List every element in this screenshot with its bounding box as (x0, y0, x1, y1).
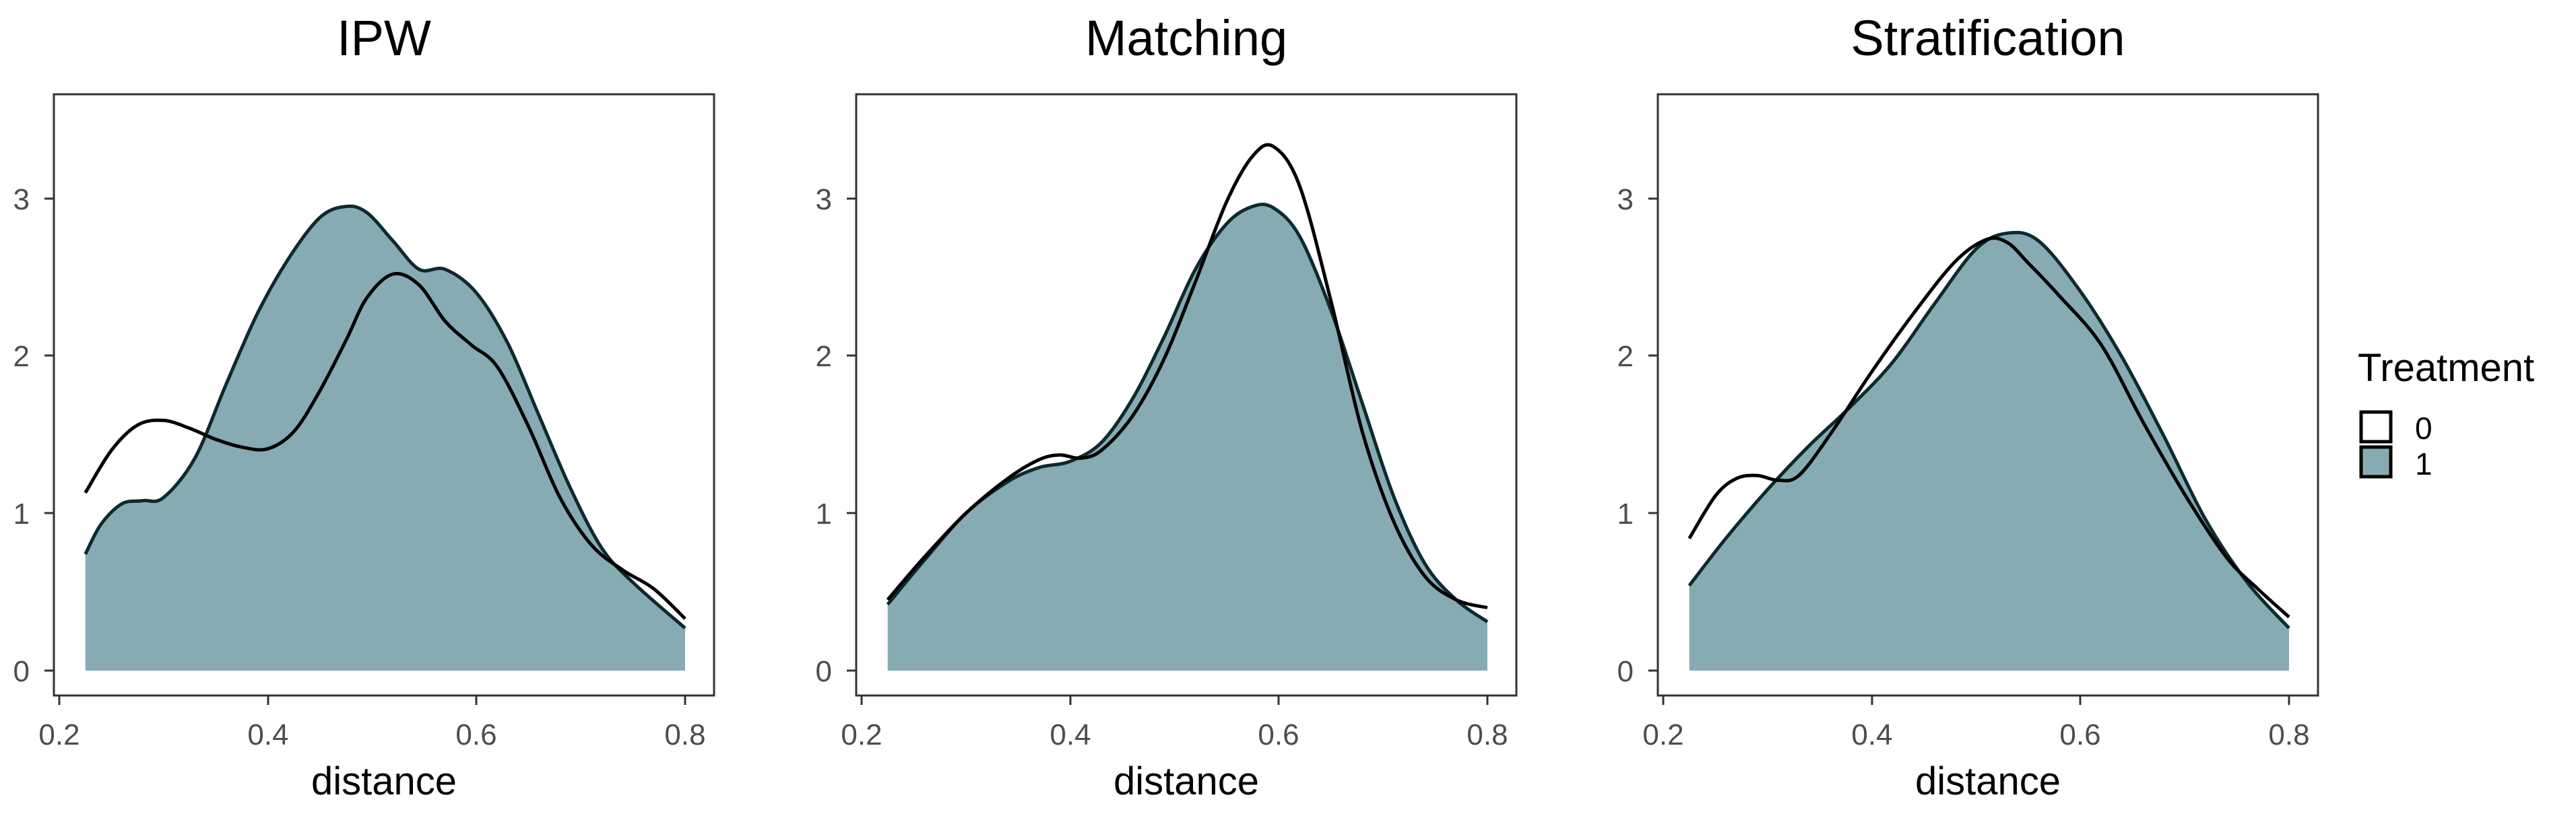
density-line-treatment-0 (84, 271, 686, 620)
x-tick-label: 0.6 (1258, 718, 1299, 751)
plot-area (886, 143, 1489, 671)
y-axis: 0 1 2 3 (816, 183, 856, 688)
x-tick-label: 0.6 (2059, 718, 2100, 751)
density-line-treatment-0 (1687, 236, 2290, 619)
x-axis-title: distance (1915, 759, 2061, 803)
y-tick-label: 0 (13, 655, 30, 688)
panel-stratification: Stratification 0 1 2 3 0.2 0.4 0.6 0.8 d… (1617, 10, 2319, 803)
y-tick-label: 0 (816, 655, 832, 688)
panel-title: IPW (337, 10, 431, 66)
x-axis-title: distance (1114, 759, 1259, 803)
y-tick-label: 3 (1617, 183, 1634, 216)
panel-border (1656, 93, 2319, 697)
density-line-treatment-1 (1687, 230, 2290, 630)
y-tick-label: 2 (816, 340, 832, 373)
density-area-treatment-1 (85, 206, 685, 671)
x-tick-label: 0.4 (1851, 718, 1892, 751)
x-tick-label: 0.4 (1050, 718, 1091, 751)
legend-title: Treatment (2358, 346, 2534, 390)
x-tick-label: 0.8 (2268, 718, 2309, 751)
density-area-treatment-1 (1689, 232, 2289, 671)
y-axis: 0 1 2 3 (1617, 183, 1658, 688)
x-axis: 0.2 0.4 0.6 0.8 (38, 696, 706, 751)
y-tick-label: 1 (1617, 498, 1634, 531)
legend-label-0: 0 (2415, 411, 2433, 446)
x-axis: 0.2 0.4 0.6 0.8 (841, 696, 1508, 751)
legend-label-1: 1 (2415, 446, 2433, 481)
plot-area (1687, 230, 2290, 671)
legend-key-1 (2359, 445, 2393, 479)
y-tick-label: 0 (1617, 655, 1634, 688)
y-tick-label: 2 (13, 340, 30, 373)
panel-matching: Matching 0 1 2 3 0.2 0.4 0.6 0.8 distanc… (816, 10, 1518, 803)
density-line-treatment-1 (84, 204, 686, 630)
x-axis: 0.2 0.4 0.6 0.8 (1642, 696, 2310, 751)
density-line-treatment-0 (886, 143, 1488, 609)
plot-area (84, 204, 686, 671)
panel-title: Stratification (1850, 10, 2125, 66)
x-axis-title: distance (311, 759, 457, 803)
y-axis: 0 1 2 3 (13, 183, 54, 688)
y-tick-label: 3 (13, 183, 30, 216)
x-tick-label: 0.2 (38, 718, 79, 751)
legend: Treatment 0 1 (2358, 346, 2534, 481)
panel-border (53, 93, 715, 697)
y-tick-label: 1 (13, 498, 30, 531)
x-tick-label: 0.8 (1467, 718, 1508, 751)
density-area-treatment-1 (887, 204, 1487, 671)
panel-border (855, 93, 1518, 697)
x-tick-label: 0.4 (247, 718, 288, 751)
y-tick-label: 2 (1617, 340, 1634, 373)
x-tick-label: 0.2 (1642, 718, 1683, 751)
panel-title: Matching (1085, 10, 1287, 66)
density-line-treatment-1 (886, 203, 1489, 623)
x-tick-label: 0.6 (455, 718, 496, 751)
x-tick-label: 0.8 (664, 718, 705, 751)
legend-key-0 (2359, 410, 2393, 444)
y-tick-label: 3 (816, 183, 832, 216)
y-tick-label: 1 (816, 498, 832, 531)
panel-ipw: IPW 0 1 2 3 0.2 0.4 0.6 0.8 distance (13, 10, 715, 803)
x-tick-label: 0.2 (841, 718, 882, 751)
